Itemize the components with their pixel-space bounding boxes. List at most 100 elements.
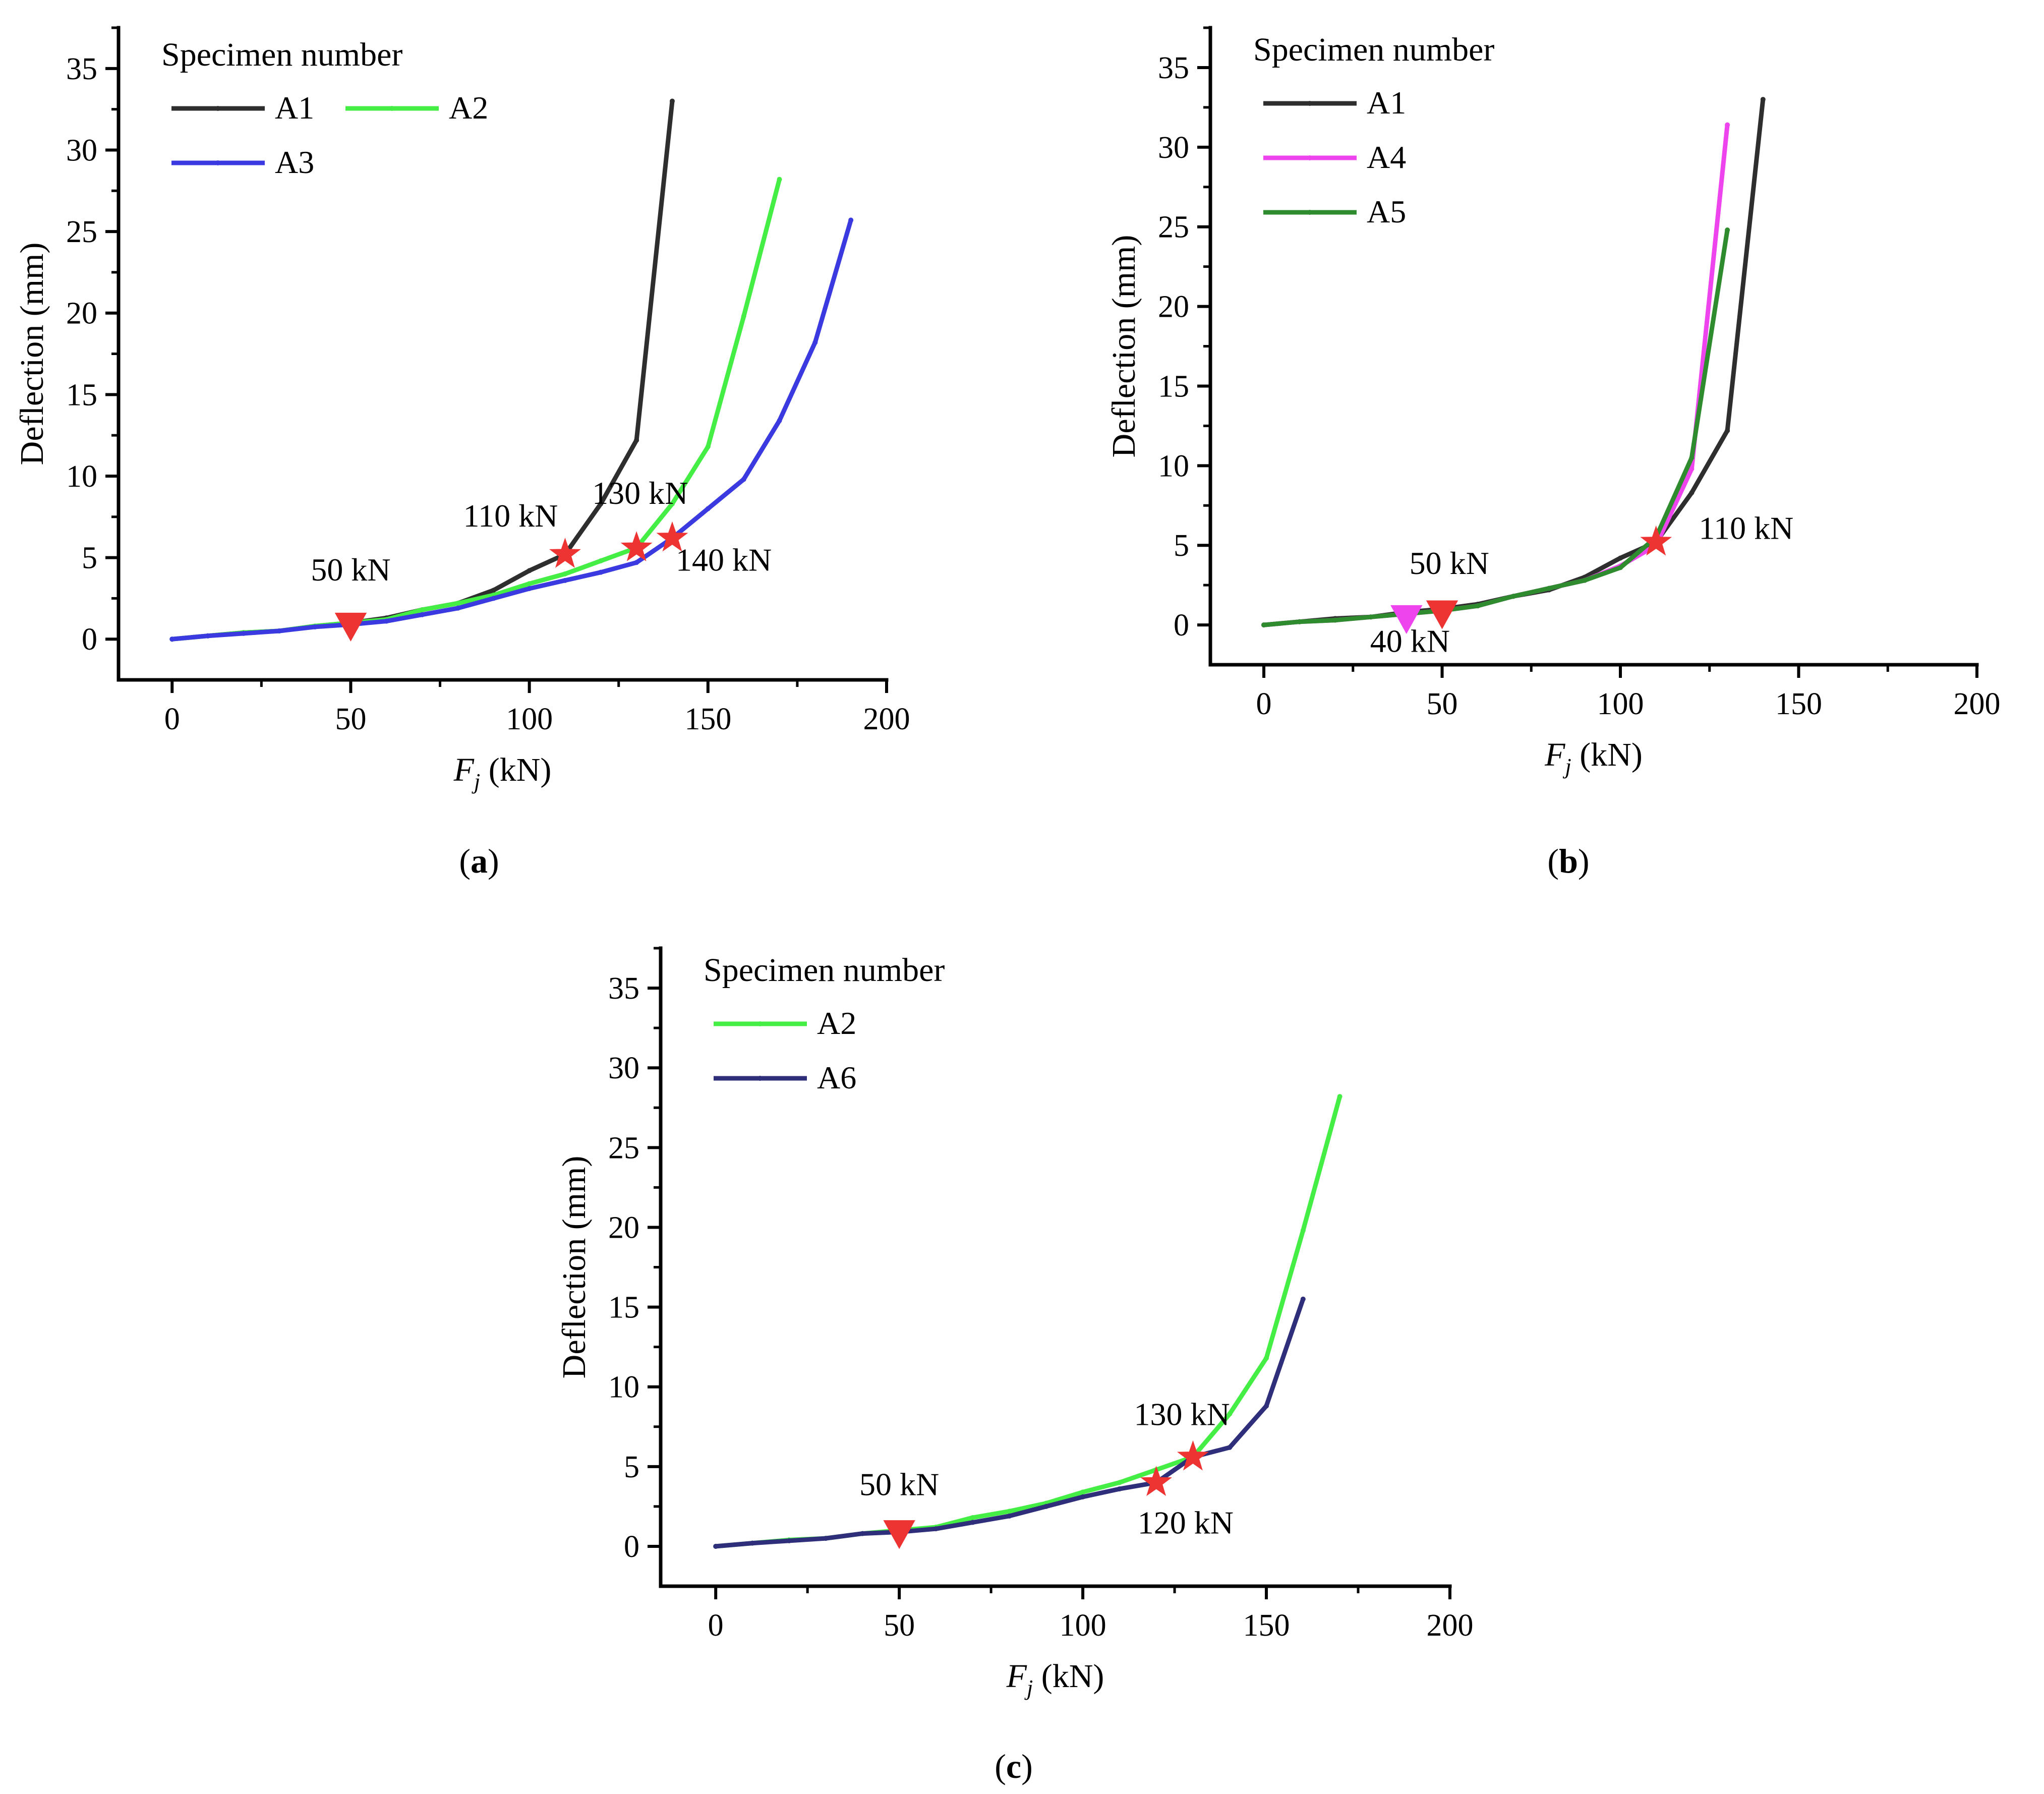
panel-label-letter: b	[1559, 842, 1578, 880]
annotation-label: 40 kN	[1370, 623, 1450, 659]
x-tick-label: 200	[863, 702, 910, 736]
data-point-a2	[1300, 1228, 1306, 1233]
x-axis-title: Fj (kN)	[1544, 736, 1643, 779]
data-point-a6	[1300, 1296, 1306, 1302]
annotation-label: 130 kN	[1134, 1397, 1230, 1432]
legend-title: Specimen number	[161, 36, 402, 73]
y-axis-title: Deflection (mm)	[556, 1156, 593, 1379]
data-point-a3	[420, 612, 425, 617]
legend-swatch-point	[215, 106, 220, 111]
data-point-a1	[1689, 490, 1695, 495]
y-tick-label: 25	[66, 215, 97, 249]
data-point-a2	[1227, 1411, 1233, 1417]
data-point-a3	[241, 630, 246, 636]
data-point-a3	[562, 577, 568, 583]
panel-label-close-paren: )	[1578, 842, 1590, 880]
data-point-a4	[1689, 466, 1695, 472]
annotation-label: 130 kN	[592, 475, 688, 511]
data-point-a5	[1332, 617, 1338, 623]
annotation-label: 140 kN	[676, 542, 772, 577]
x-axis-title: Fj (kN)	[453, 751, 552, 794]
panel-label-open-paren: (	[1547, 842, 1559, 880]
data-point-a2	[1080, 1489, 1086, 1495]
legend: Specimen number A1 A4 A5	[1253, 31, 1494, 229]
data-point-a5	[1546, 586, 1552, 591]
data-point-a1	[491, 588, 496, 593]
y-tick-label: 20	[608, 1210, 639, 1245]
data-point-a5	[1582, 577, 1588, 583]
data-point-a6	[749, 1540, 755, 1546]
panel-label-open-paren: (	[459, 842, 471, 880]
legend-label-a1: A1	[1367, 85, 1406, 121]
y-tick-label: 30	[1158, 131, 1189, 165]
data-point-a2	[455, 601, 460, 606]
x-axis-title-var: F	[1006, 1658, 1027, 1695]
annotation-label: 50 kN	[859, 1467, 939, 1502]
star-marker-icon	[1177, 1440, 1209, 1471]
legend-swatch-point	[1307, 101, 1312, 106]
x-tick-label: 200	[1427, 1608, 1474, 1643]
y-tick-label: 25	[1158, 210, 1189, 245]
data-point-a6	[860, 1531, 865, 1536]
data-point-a3	[455, 605, 460, 611]
data-point-a3	[598, 569, 604, 575]
star-marker-icon	[1640, 525, 1672, 556]
data-point-a2	[970, 1515, 975, 1521]
y-tick-label: 35	[608, 971, 639, 1006]
legend-swatch-point	[757, 1076, 763, 1081]
y-tick-label: 15	[1158, 369, 1189, 403]
x-tick-label: 50	[1427, 687, 1458, 721]
x-tick-label: 150	[1243, 1608, 1290, 1643]
annotation-label: 120 kN	[1138, 1505, 1234, 1541]
y-tick-label: 10	[66, 459, 97, 494]
y-tick-label: 5	[1174, 529, 1189, 563]
data-point-a6	[1264, 1403, 1269, 1409]
y-axis-title: Deflection (mm)	[1105, 235, 1142, 458]
x-axis-title-unit: (kN)	[1571, 736, 1643, 773]
panel-label-close-paren: )	[1021, 1747, 1033, 1785]
data-point-a5	[1297, 619, 1302, 624]
data-point-a5	[1689, 455, 1695, 460]
y-tick-label: 30	[608, 1051, 639, 1085]
data-point-a1	[634, 437, 639, 443]
data-point-a1	[669, 98, 675, 104]
legend: Specimen number A2 A6	[704, 952, 945, 1095]
y-tick-label: 5	[82, 541, 97, 575]
data-point-a6	[1080, 1494, 1086, 1499]
data-point-a6	[1007, 1513, 1012, 1519]
data-point-a3	[777, 418, 782, 424]
triangle-marker-icon	[1426, 600, 1458, 629]
x-axis-title-var: F	[453, 751, 475, 788]
annotation-label: 50 kN	[1410, 545, 1489, 581]
data-point-a3	[205, 633, 211, 639]
data-point-a6	[823, 1536, 829, 1541]
data-point-a2	[1337, 1094, 1342, 1099]
panel-label: (c)	[995, 1747, 1033, 1785]
data-point-a2	[669, 501, 675, 506]
data-point-a1	[1725, 428, 1730, 433]
panel-label-close-paren: )	[488, 842, 499, 880]
data-point-a5	[1510, 594, 1516, 599]
data-point-a2	[562, 571, 568, 576]
legend-label-a2: A2	[449, 90, 488, 126]
y-tick-label: 15	[608, 1291, 639, 1325]
data-point-a1	[1760, 97, 1766, 102]
x-tick-label: 50	[884, 1608, 915, 1643]
chart-panel-c: 0 50 100 150 200 0 5 10 15 20 25 30 35 Fj (kN) Deflect…	[556, 946, 1474, 1785]
data-point-a1	[1618, 555, 1623, 561]
triangle-marker-icon	[334, 612, 367, 642]
data-point-a1	[598, 501, 604, 506]
data-point-a5	[1725, 227, 1730, 233]
star-marker-icon	[1140, 1466, 1173, 1496]
panel-label-letter: a	[471, 842, 488, 880]
data-point-a2	[777, 177, 782, 182]
data-point-a2	[1264, 1355, 1269, 1361]
data-point-a2	[598, 558, 604, 564]
data-point-a3	[705, 506, 711, 511]
data-point-a2	[1007, 1509, 1012, 1514]
data-point-a5	[1261, 622, 1267, 628]
x-tick-label: 0	[164, 702, 180, 736]
y-tick-label: 10	[608, 1370, 639, 1405]
